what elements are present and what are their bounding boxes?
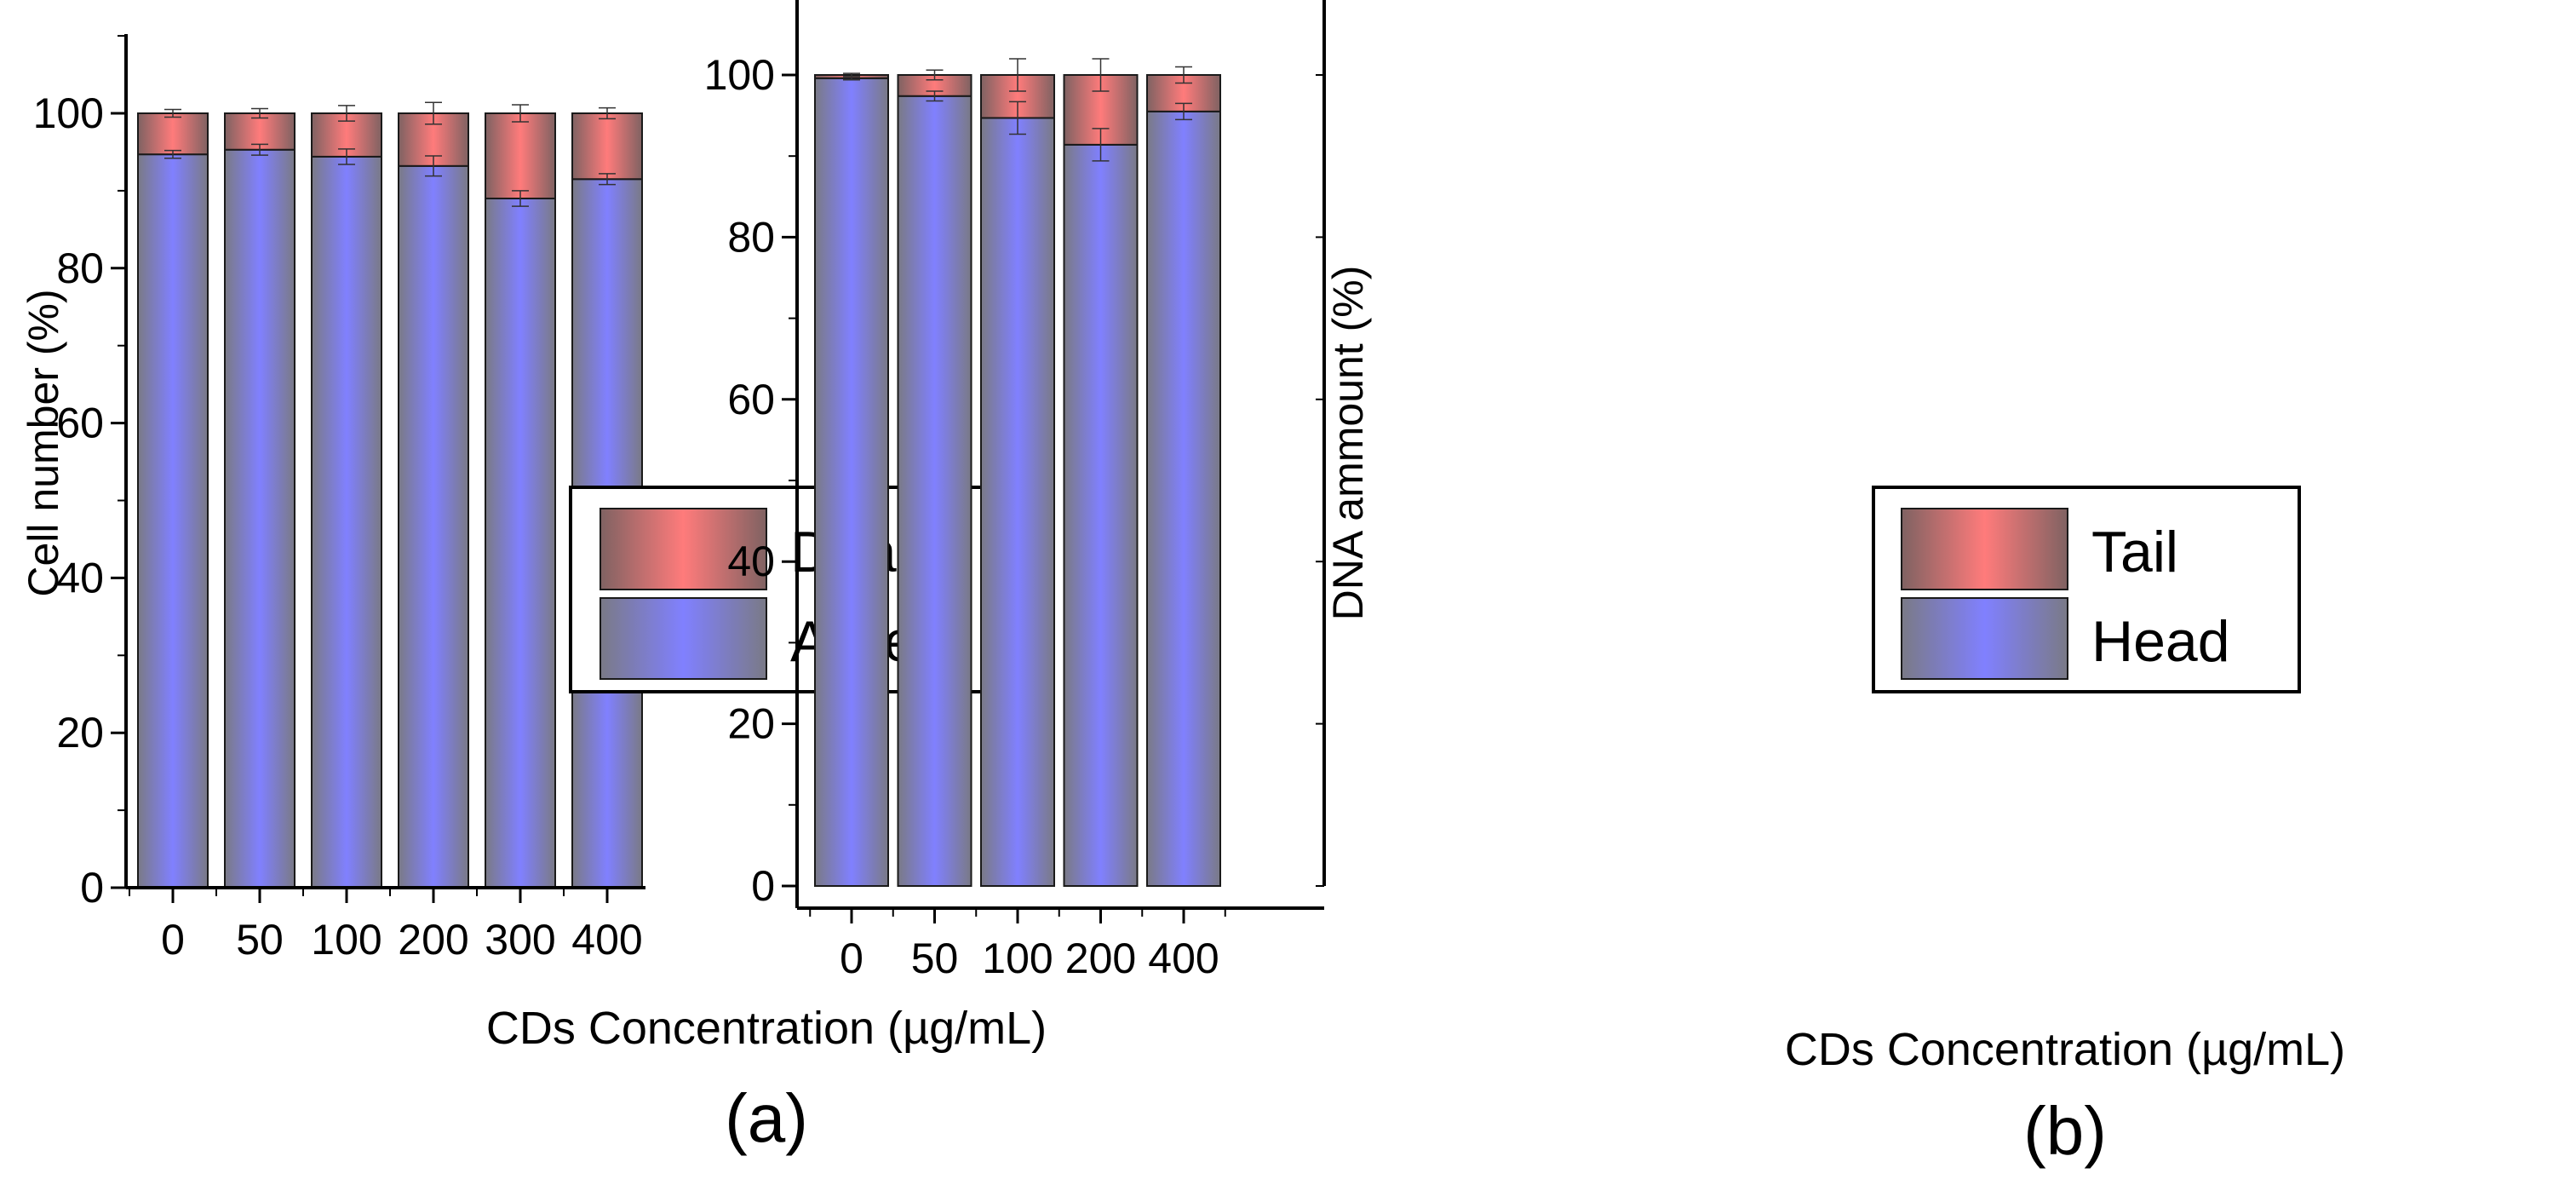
bar-b-head-400 [1146,110,1221,887]
error-bar-b-tail-400 [1175,66,1192,84]
bar-a-alive-300 [485,197,556,889]
error-bar-a-alive-300 [512,190,529,207]
error-bar-b-tail-200 [1092,58,1110,92]
bar-a-dead-300 [485,112,556,199]
error-bar-b-tail-100 [1009,58,1026,92]
y-tick-label-a-40: 40 [56,554,104,601]
x-tick-label-b-50: 50 [911,935,959,982]
bar-a-dead-0 [137,112,209,156]
x-tick-label-a-0: 0 [161,916,185,964]
y-tick-label-b-60: 60 [727,376,775,423]
error-bar-a-alive-400 [599,173,616,186]
y-tick-label-b-20: 20 [727,700,775,748]
error-bar-a-alive-0 [164,149,181,159]
x-tick-label-a-200: 200 [398,916,468,964]
x-tick-label-b-200: 200 [1065,935,1136,982]
error-bar-a-dead-50 [251,107,268,119]
y-axis-label-a: Cell number (%) [20,289,67,596]
error-bar-a-alive-100 [338,148,355,165]
plot-area-a: 0 50 100 200 300 400 0 20 40 60 80 100 [33,34,645,964]
legend-label-tail: Tail [2091,520,2178,584]
error-bar-b-tail-50 [926,69,944,81]
bar-a-alive-0 [137,153,209,889]
x-tick-label-a-100: 100 [311,916,382,964]
error-bar-b-head-400 [1175,102,1192,121]
bar-b-head-0 [814,77,889,888]
plot-area-b: 0 50 100 200 400 0 20 40 60 80 100 [704,0,1326,982]
panel-label-a: (a) [725,1080,808,1156]
legend-swatch-alive [600,597,767,680]
error-bar-b-head-100 [1009,101,1026,135]
error-bar-a-alive-50 [251,143,268,156]
y-tick-label-a-80: 80 [56,244,104,292]
bar-a-alive-50 [224,148,295,889]
error-bar-a-dead-300 [512,104,529,123]
y-axis-label-b: DNA ammount (%) [1324,266,1372,621]
y-tick-label-b-40: 40 [727,538,775,585]
y-tick-label-b-0: 0 [751,862,775,910]
y-tick-label-b-80: 80 [727,213,775,261]
y-tick-label-a-60: 60 [56,400,104,447]
error-bar-a-dead-0 [164,108,181,118]
chart-panel-b: 0 50 100 200 400 0 20 40 60 80 100 DNA ammount (%)… [704,0,2345,1169]
error-bar-a-alive-200 [425,155,442,177]
x-tick-label-b-100: 100 [982,935,1053,982]
x-tick-label-a-400: 400 [571,916,642,964]
y-tick-label-a-0: 0 [80,864,104,912]
bar-b-head-50 [897,95,972,887]
x-tick-label-a-50: 50 [236,916,284,964]
y-tick-label-a-20: 20 [56,709,104,756]
y-tick-label-b-100: 100 [704,51,775,99]
error-bar-b-head-50 [926,90,944,102]
error-bar-a-dead-100 [338,105,355,122]
bar-a-dead-400 [571,112,643,181]
x-axis-label-a: CDs Concentration (µg/mL) [486,1003,1047,1054]
error-bar-b-head-200 [1092,128,1110,162]
x-tick-label-b-400: 400 [1148,935,1219,982]
legend-swatch-head [1901,597,2068,680]
bar-a-alive-200 [398,164,469,889]
x-tick-label-b-0: 0 [840,935,863,982]
bar-b-head-200 [1063,143,1139,887]
legend-swatch-tail [1901,508,2068,590]
y-tick-label-a-100: 100 [33,89,104,137]
legend-swatch-dead [600,508,767,590]
bar-b-head-100 [980,117,1055,887]
error-bar-a-dead-400 [599,106,616,120]
panel-label-b: (b) [2023,1093,2107,1169]
error-bar-a-dead-200 [425,101,442,125]
x-tick-label-a-300: 300 [485,916,555,964]
x-axis-label-b: CDs Concentration (µg/mL) [1785,1024,2345,1075]
error-bar-b-tail-0 [843,72,860,78]
legend-b: Tail Head [1872,486,2301,693]
bar-a-alive-100 [311,155,382,889]
legend-label-head: Head [2091,609,2230,674]
